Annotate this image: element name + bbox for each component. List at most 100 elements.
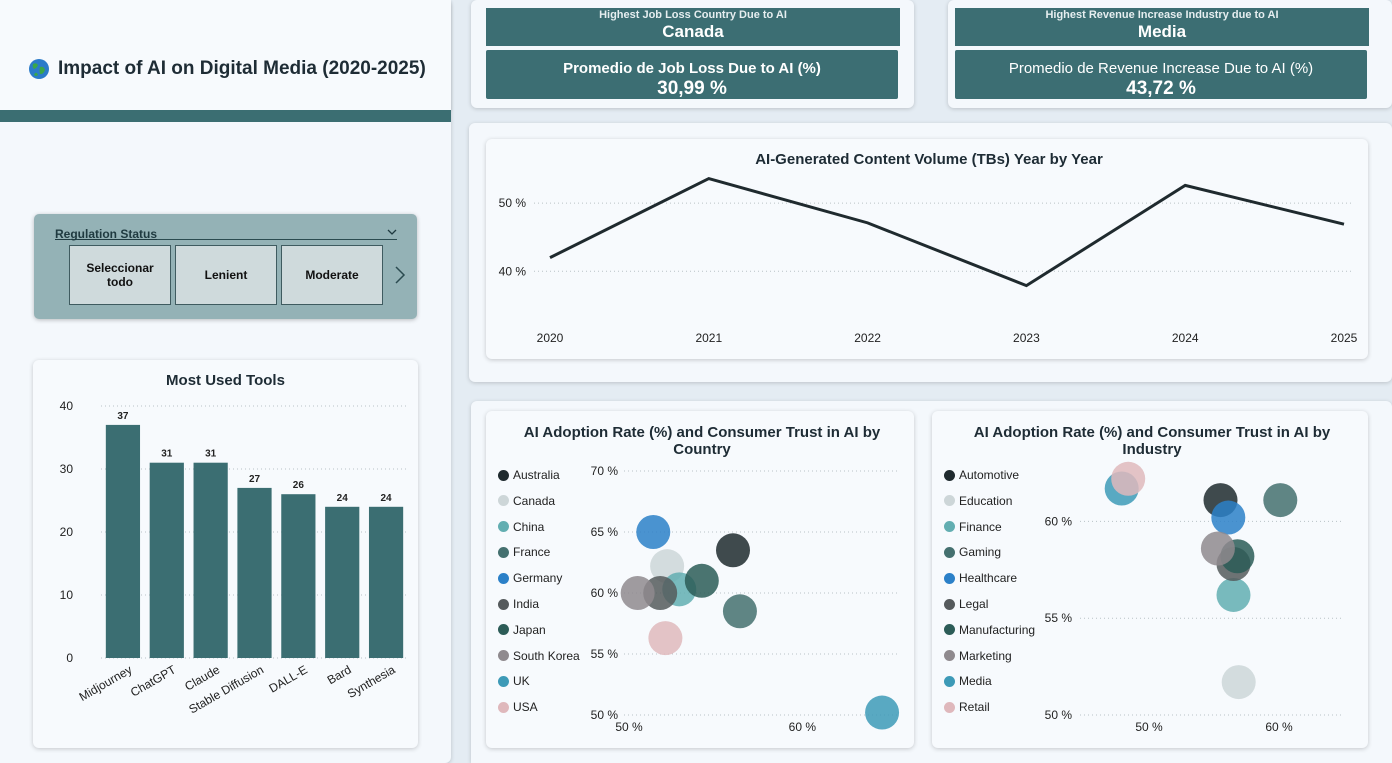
bar-y-tick-label: 20 <box>60 525 74 539</box>
legend-item[interactable]: Gaming <box>944 545 1001 559</box>
legend-item[interactable]: USA <box>498 700 538 714</box>
kpi-revenue-value: 43,72 % <box>1126 78 1196 99</box>
chevron-right-icon[interactable] <box>394 265 406 285</box>
scatter-industry-chart: 50 % 55 % 60 % 50 % 60 % <box>1045 461 1344 734</box>
line-x-tick-label: 2025 <box>1331 331 1358 345</box>
bar <box>368 506 404 658</box>
legend-label: Automotive <box>959 468 1020 482</box>
legend-dot <box>944 469 955 481</box>
bar <box>105 424 141 658</box>
legend-item[interactable]: Canada <box>498 494 555 508</box>
legend-item[interactable]: Education <box>944 494 1012 508</box>
line-chart-card <box>486 139 1368 359</box>
kpi-job-loss-card: Promedio de Job Loss Due to AI (%) 30,99… <box>486 50 898 99</box>
legend-dot <box>944 650 955 662</box>
line-chart: 40 % 50 % 2020 2021 2022 2023 2024 2025 <box>499 176 1358 345</box>
bar-x-tick-label: Synthesia <box>345 662 398 701</box>
legend-dot <box>498 701 509 713</box>
bar-y-tick-label: 10 <box>60 588 74 602</box>
bar-data-label: 31 <box>161 449 173 460</box>
line-x-tick-label: 2023 <box>1013 331 1040 345</box>
legend-dot <box>944 701 955 713</box>
line-x-tick-label: 2020 <box>537 331 564 345</box>
bar-chart-title: Most Used Tools <box>166 372 285 389</box>
scatter-y-tick-label: 65 % <box>591 525 619 539</box>
legend-item[interactable]: Legal <box>944 597 988 611</box>
slicer-title: Regulation Status <box>55 227 158 241</box>
bar-data-label: 31 <box>205 449 217 460</box>
scatter-bubble <box>636 515 671 549</box>
legend-label: France <box>513 545 551 560</box>
bar-y-tick-label: 40 <box>60 399 74 413</box>
line-series <box>549 176 1345 288</box>
legend-item[interactable]: Australia <box>498 468 560 482</box>
legend-item[interactable]: UK <box>498 674 530 688</box>
kpi-job-loss-value: 30,99 % <box>657 78 727 99</box>
line-chart-title: AI-Generated Content Volume (TBs) Year b… <box>755 151 1103 168</box>
legend-dot <box>944 495 955 507</box>
legend-item[interactable]: Manufacturing <box>944 623 1035 637</box>
scatter-y-tick-label: 55 % <box>591 647 619 661</box>
legend-dot <box>498 675 509 687</box>
scatter-y-tick-label: 70 % <box>591 464 619 478</box>
legend-item[interactable]: France <box>498 545 550 559</box>
legend-item[interactable]: Marketing <box>944 649 1012 663</box>
legend-dot <box>944 546 955 558</box>
scatter-y-tick-label: 50 % <box>591 708 619 722</box>
scatter-country-chart: 50 % 55 % 60 % 65 % 70 % 50 % 60 % <box>591 464 900 734</box>
legend-dot <box>944 675 955 687</box>
bar-chart: 01020304037Midjourney31ChatGPT31Claude27… <box>60 399 408 717</box>
kpi-job-loss-country: Canada <box>662 22 724 41</box>
header-title-row: Impact of AI on Digital Media (2020-2025… <box>28 56 426 82</box>
scatter-y-tick-label: 60 % <box>591 586 619 600</box>
scatter-y-tick-label: 50 % <box>1045 708 1073 722</box>
scatter-bubble <box>1216 577 1251 612</box>
kpi-revenue-card: Promedio de Revenue Increase Due to AI (… <box>955 50 1367 99</box>
legend-item[interactable]: India <box>498 597 539 611</box>
bar <box>281 494 316 658</box>
legend-label: Finance <box>959 519 1002 534</box>
legend-item[interactable]: South Korea <box>498 649 580 663</box>
slicer-option-lenient[interactable]: Lenient <box>175 245 277 305</box>
legend-label: South Korea <box>513 648 580 663</box>
legend-label: Education <box>959 493 1013 508</box>
legend-item[interactable]: Japan <box>498 623 546 637</box>
chevron-down-icon[interactable] <box>387 228 397 236</box>
legend-item[interactable]: Healthcare <box>944 571 1017 585</box>
scatter-bubble <box>1221 665 1256 700</box>
legend-label: Gaming <box>959 545 1002 560</box>
legend-dot <box>944 624 955 636</box>
scatter-bubble <box>684 563 719 598</box>
legend-item[interactable]: Automotive <box>944 468 1019 482</box>
legend-item[interactable]: Germany <box>498 571 562 585</box>
scatter-bubble <box>716 533 750 568</box>
legend-label: India <box>513 597 540 611</box>
scatter-bubble <box>1111 461 1146 496</box>
globe-icon <box>29 59 49 79</box>
scatter-bubble <box>620 576 655 610</box>
legend-item[interactable]: Retail <box>944 700 990 714</box>
legend-item[interactable]: Media <box>944 674 992 688</box>
scatter-x-tick-label: 60 % <box>789 720 817 734</box>
bar <box>149 462 184 658</box>
legend-dot <box>498 521 509 533</box>
legend-dot <box>944 521 955 533</box>
slicer-option-moderate[interactable]: Moderate <box>281 245 383 305</box>
legend-dot <box>944 572 955 584</box>
slicer-header[interactable]: Regulation Status <box>55 225 397 241</box>
bar <box>325 506 360 658</box>
bar-x-tick-label: Bard <box>325 662 354 687</box>
kpi-revenue-industry: Media <box>1137 22 1187 41</box>
legend-label: Manufacturing <box>959 622 1036 637</box>
legend-label: Marketing <box>959 648 1012 663</box>
legend-item[interactable]: China <box>498 520 544 534</box>
legend-dot <box>498 572 509 584</box>
slicer-option-select-all[interactable]: Seleccionar todo <box>69 245 171 305</box>
line-y-tick-label: 40 % <box>499 264 527 278</box>
bar-x-tick-label: DALL-E <box>266 662 309 695</box>
scatter-country-title: AI Adoption Rate (%) and Consumer Trust … <box>523 424 881 458</box>
legend-dot <box>498 624 509 636</box>
legend-item[interactable]: Finance <box>944 520 1002 534</box>
bar-y-tick-label: 0 <box>66 651 73 665</box>
legend-dot <box>498 469 509 481</box>
